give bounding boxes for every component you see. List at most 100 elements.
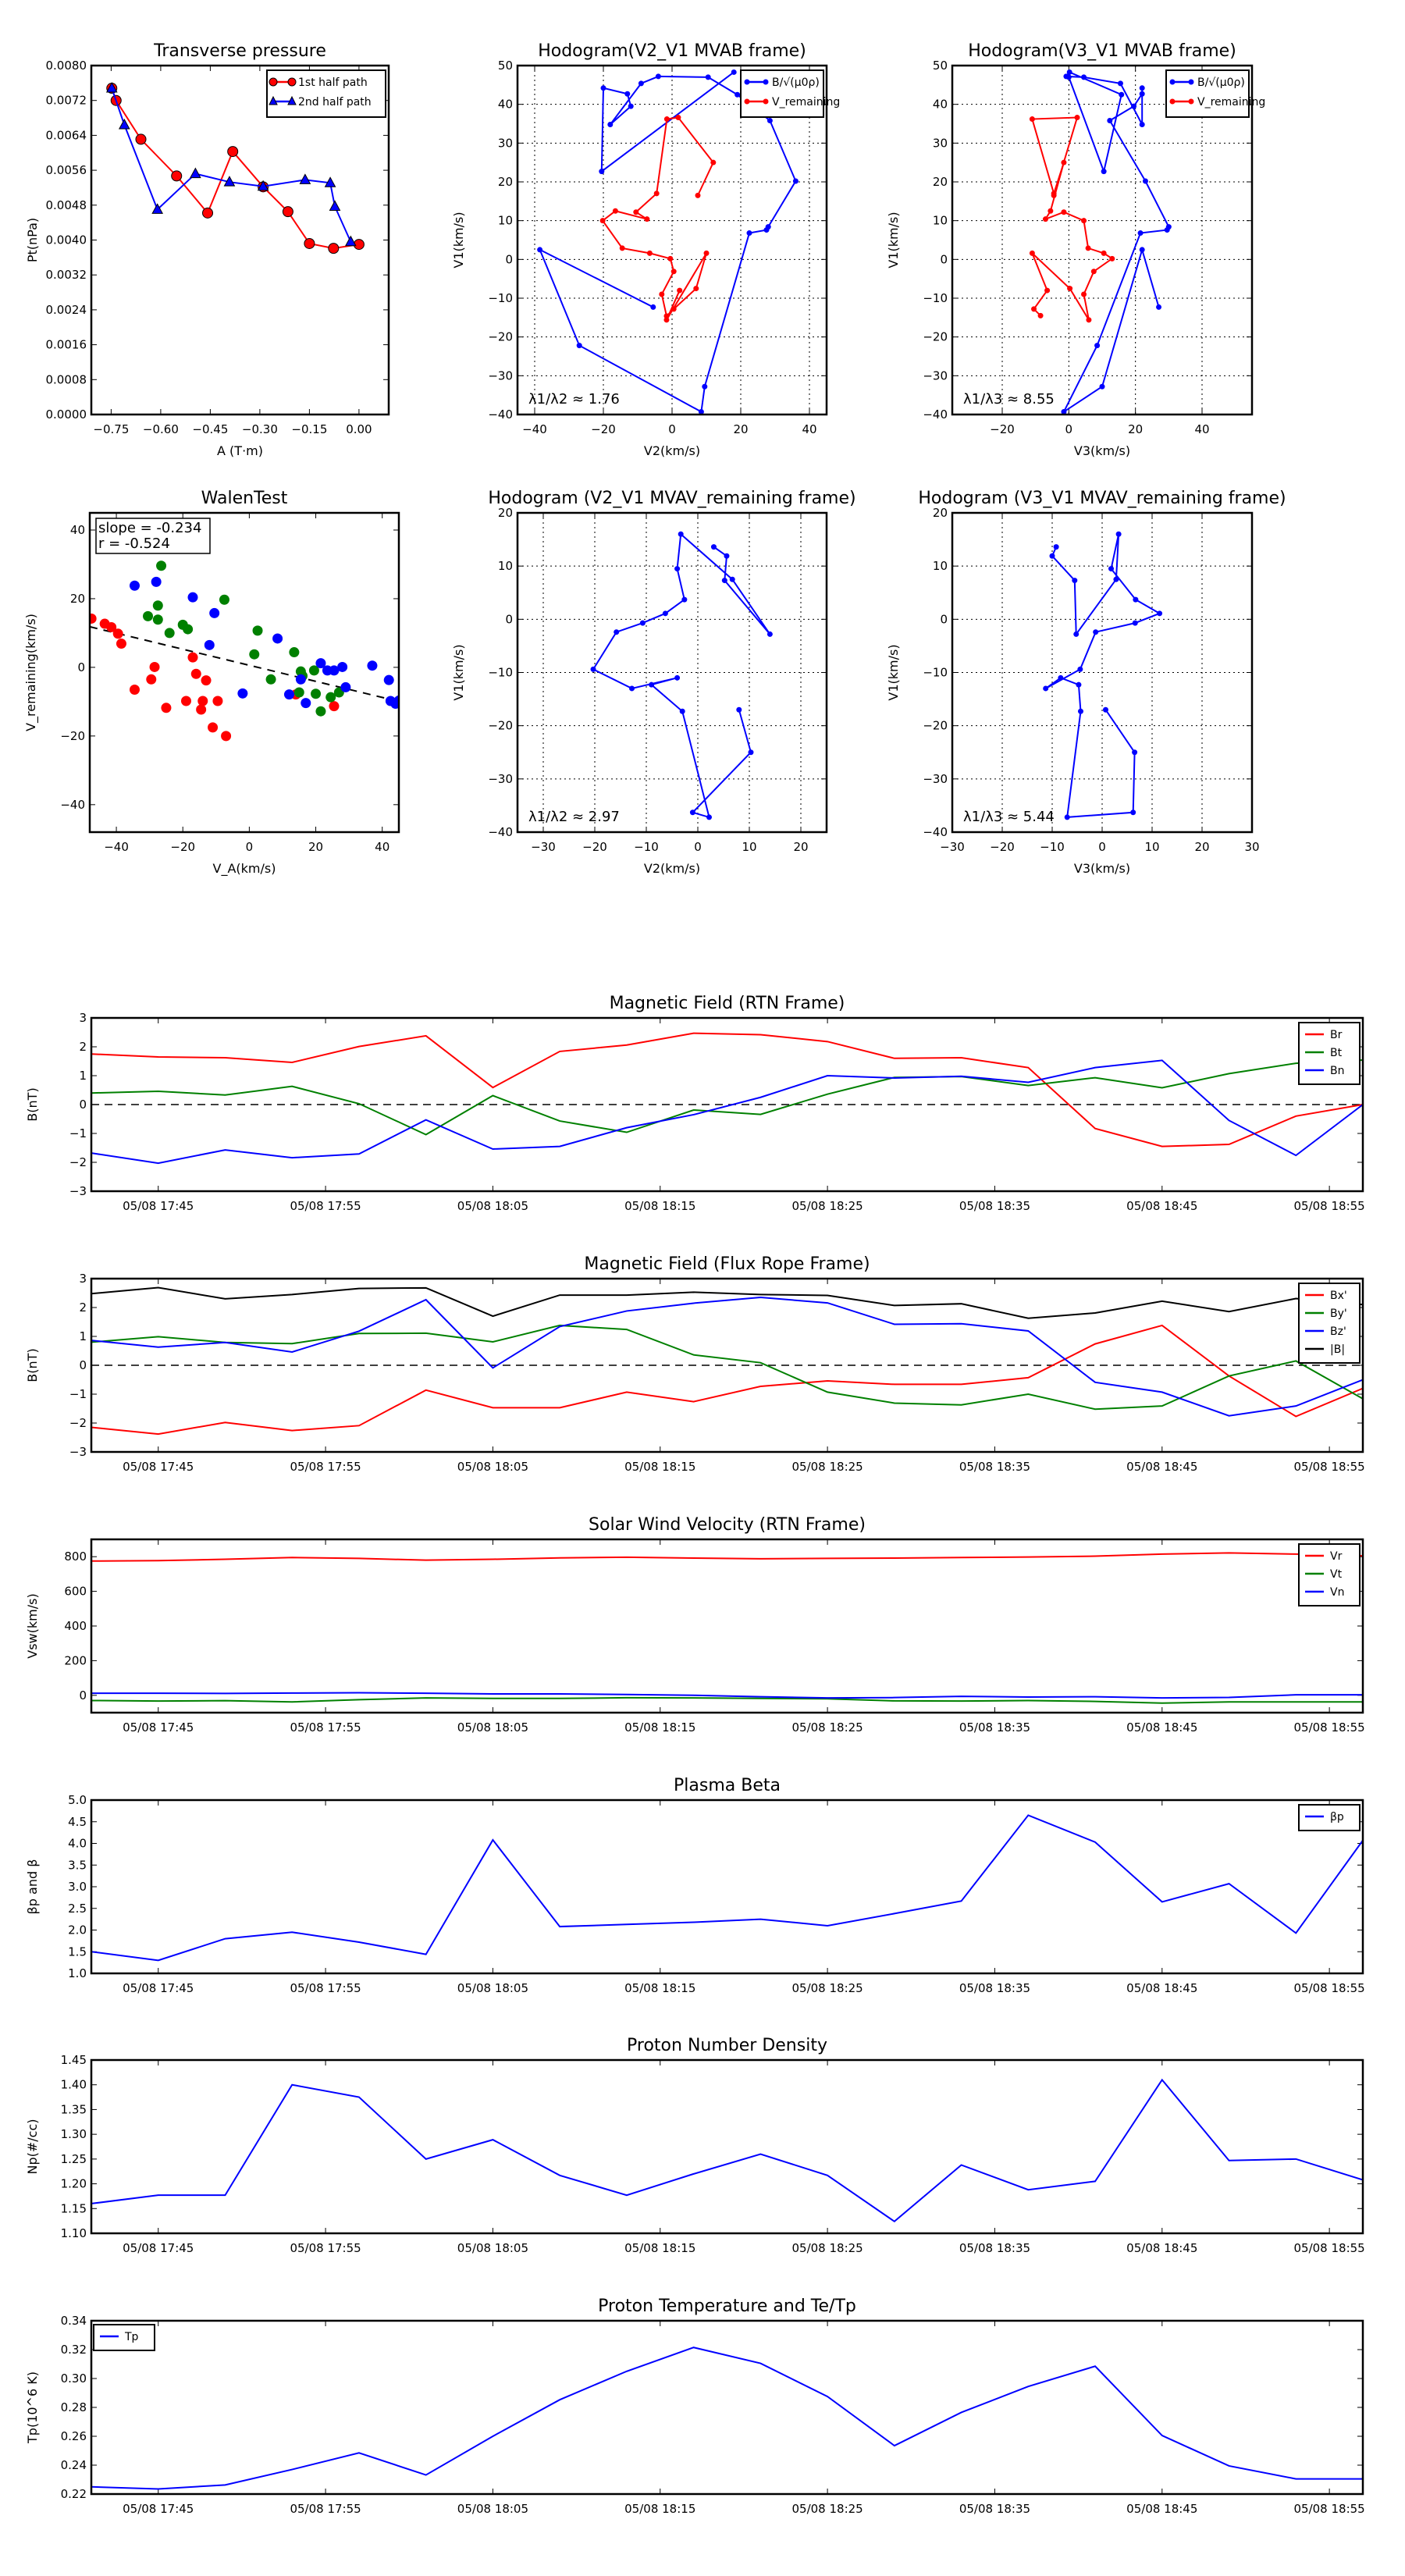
data-point	[1102, 706, 1108, 713]
data-point	[265, 674, 276, 685]
legend-label: By'	[1330, 1308, 1347, 1320]
y-tick-label: 4.0	[68, 1837, 87, 1851]
legend-box	[1165, 69, 1250, 118]
y-tick-label: 600	[64, 1585, 87, 1599]
y-tick-label: 0.28	[61, 2400, 87, 2414]
y-tick-label: 20	[933, 175, 948, 189]
legend: Bx' By' Bz' |B|	[1298, 1283, 1361, 1364]
legend: Br Bt Bn	[1298, 1022, 1361, 1085]
y-tick-label: 1.35	[61, 2102, 87, 2116]
data-point	[1101, 169, 1107, 175]
x-tick-label: 05/08 18:45	[1126, 1981, 1197, 1995]
data-point	[792, 178, 799, 184]
x-tick-label: −10	[1040, 840, 1065, 854]
chart-title: Plasma Beta	[674, 1776, 781, 1795]
legend-label: Bt	[1330, 1047, 1343, 1059]
data-point	[576, 343, 582, 349]
y-tick-label: −10	[488, 666, 513, 680]
x-tick-label: 05/08 18:05	[457, 1199, 528, 1213]
legend-marker	[269, 77, 278, 87]
x-tick-label: 05/08 17:45	[123, 1199, 194, 1213]
data-point	[662, 610, 668, 617]
data-point	[698, 409, 704, 415]
stats-text: r = -0.524	[98, 535, 170, 552]
x-tick-label: 05/08 17:45	[123, 2241, 194, 2255]
y-tick-label: 0.34	[61, 2314, 87, 2328]
y-tick-label: 40	[70, 523, 85, 537]
data-point	[679, 708, 685, 714]
data-point	[315, 706, 326, 717]
data-point	[644, 216, 650, 222]
legend: βp	[1298, 1804, 1361, 1831]
x-tick-label: 20	[733, 422, 748, 436]
data-point	[1061, 209, 1067, 215]
x-tick-label: 05/08 17:55	[290, 1981, 361, 1995]
y-tick-label: −30	[923, 772, 948, 786]
data-point	[612, 208, 618, 214]
x-tick-label: −0.15	[291, 422, 327, 436]
data-point	[1157, 610, 1163, 617]
chart-magnetic-field-rtn: Magnetic Field (RTN Frame) 05/08 17:45 05/…	[25, 994, 1365, 1213]
plot-frame	[951, 64, 1254, 416]
data-point	[196, 704, 207, 715]
legend-label: Vn	[1330, 1586, 1344, 1599]
data-point	[1132, 620, 1138, 626]
y-tick-label: 30	[498, 136, 513, 150]
data-point	[646, 250, 653, 256]
y-tick-label: 2.0	[68, 1923, 87, 1937]
data-point	[1076, 681, 1082, 688]
chart-title: Transverse pressure	[153, 41, 326, 61]
y-axis-label: V1(km/s)	[451, 212, 466, 268]
data-point	[1090, 269, 1097, 275]
chart-hodogram-v2-v1-mvav: Hodogram (V2_V1 MVAV_remaining frame) −30…	[451, 489, 856, 876]
y-tick-label: 0	[505, 612, 513, 626]
x-tick-label: 05/08 18:25	[791, 2241, 863, 2255]
x-tick-label: −0.45	[192, 422, 228, 436]
y-tick-label: 0.0080	[46, 59, 87, 73]
data-point	[1077, 666, 1083, 672]
x-tick-label: 05/08 18:35	[959, 2502, 1030, 2516]
chart-title: Magnetic Field (RTN Frame)	[610, 994, 845, 1013]
data-point	[219, 594, 229, 605]
x-tick-label: 20	[308, 840, 323, 854]
x-tick-label: −30	[940, 840, 965, 854]
data-point	[328, 243, 340, 254]
data-point	[1101, 250, 1107, 256]
x-tick-label: −0.30	[242, 422, 278, 436]
x-tick-label: 05/08 18:15	[624, 1720, 695, 1735]
x-tick-label: 05/08 18:25	[791, 1460, 863, 1474]
data-point	[212, 696, 223, 706]
data-point	[1113, 576, 1119, 582]
x-tick-label: 40	[375, 840, 389, 854]
data-point	[710, 544, 717, 550]
chart-title: Solar Wind Velocity (RTN Frame)	[589, 1515, 866, 1535]
y-axis-label: Np(#/cc)	[25, 2119, 40, 2175]
data-point	[1061, 159, 1067, 165]
y-tick-label: 1.20	[61, 2177, 87, 2191]
data-point	[324, 176, 336, 187]
x-tick-label: 05/08 18:55	[1294, 1199, 1365, 1213]
plot-area	[1029, 69, 1172, 415]
data-point	[1037, 312, 1044, 318]
data-point	[674, 674, 681, 681]
legend-label: V_remaining	[772, 96, 840, 109]
y-tick-label: 1.15	[61, 2201, 87, 2215]
data-point	[1142, 178, 1148, 184]
y-axis-label: V1(km/s)	[451, 644, 466, 700]
x-tick-label: 05/08 18:55	[1294, 2241, 1365, 2255]
y-tick-label: 2	[79, 1300, 87, 1315]
x-tick-label: 05/08 18:45	[1126, 1720, 1197, 1735]
data-point	[614, 629, 620, 635]
data-point	[1029, 116, 1035, 123]
data-point	[1064, 814, 1070, 820]
x-tick-label: 40	[1194, 422, 1209, 436]
data-point	[1048, 208, 1054, 214]
data-point	[1066, 69, 1072, 75]
x-tick-label: 05/08 18:25	[791, 2502, 863, 2516]
legend-label: B/√(μ0ρ)	[772, 76, 820, 89]
data-point	[663, 313, 670, 319]
y-axis-label: Pt(nPa)	[25, 218, 40, 262]
plot-area	[91, 2078, 1363, 2223]
chart-transverse-pressure: Transverse pressure −0.75 −0.60 −0.45 −0.30−…	[25, 41, 390, 458]
fit-line	[90, 625, 399, 703]
